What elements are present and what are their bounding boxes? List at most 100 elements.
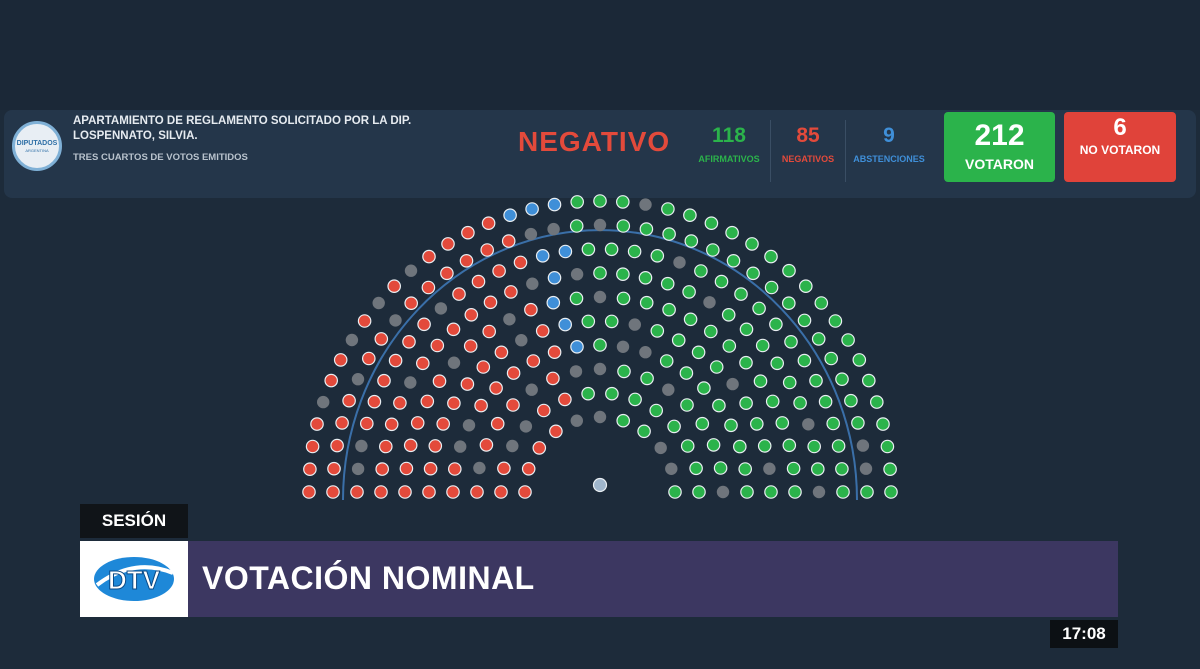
seat-absent [654, 441, 667, 455]
seat-absent [569, 365, 583, 378]
seat-affirmative [604, 242, 619, 257]
seat-affirmative [757, 439, 772, 453]
seat-negative [494, 345, 509, 360]
seat-negative [417, 317, 431, 332]
seat-affirmative [734, 287, 748, 301]
channel-logo: DTV [80, 541, 188, 617]
seat-affirmative [764, 485, 778, 499]
seat-absent [434, 302, 448, 315]
seat-abstention [547, 270, 562, 285]
seat-affirmative [739, 322, 754, 337]
seat-negative [421, 280, 436, 295]
seat-negative [423, 461, 438, 476]
chamber-logo: DIPUTADOS ARGENTINA [12, 121, 62, 171]
seat-negative [375, 462, 389, 476]
seat-absent [506, 439, 519, 453]
seat-negative [521, 461, 536, 476]
seat-negative [310, 417, 324, 431]
seat-negative [420, 394, 435, 409]
seat-negative [446, 322, 461, 337]
seat-negative [333, 353, 348, 367]
seat-affirmative [627, 244, 642, 259]
seat-abstention [525, 202, 539, 216]
seat-negative [388, 353, 403, 368]
seat-negative [481, 216, 496, 230]
seat-affirmative [697, 381, 711, 395]
seat-affirmative [740, 485, 754, 499]
seat-absent [503, 313, 516, 326]
seat-absent [351, 462, 365, 476]
seat-negative [518, 485, 532, 499]
seat-affirmative [811, 332, 826, 346]
seat-absent [593, 290, 607, 304]
seat-affirmative [694, 264, 708, 278]
seat-affirmative [692, 485, 706, 499]
seat-affirmative [884, 485, 898, 499]
seat-affirmative [753, 374, 768, 388]
seat-affirmative [616, 219, 631, 233]
vote-result: NEGATIVO [518, 126, 671, 157]
negative-label: NEGATIVOS [781, 154, 835, 164]
seat-affirmative [712, 398, 726, 413]
seat-affirmative [722, 339, 737, 353]
seat-negative [461, 225, 475, 240]
seat-negative [490, 416, 505, 431]
seat-absent [525, 383, 538, 396]
seat-negative [446, 485, 460, 499]
seat-affirmative [818, 394, 833, 409]
seat-negative [384, 417, 399, 432]
seat-negative [302, 485, 316, 499]
seat-absent [812, 485, 826, 499]
seat-affirmative [616, 267, 630, 281]
seat-absent [473, 461, 486, 475]
seat-affirmative [831, 439, 846, 453]
seat-affirmative [841, 333, 855, 347]
seat-affirmative [679, 366, 694, 380]
seat-absent [404, 264, 418, 277]
seat-negative [428, 439, 443, 453]
seat-affirmative [593, 266, 607, 280]
not-voted-badge: 6 NO VOTARON [1064, 112, 1176, 182]
seat-absent [351, 373, 365, 386]
seat-affirmative [660, 276, 675, 291]
seat-affirmative [639, 295, 654, 310]
seat-affirmative [793, 396, 807, 410]
seat-affirmative [797, 313, 812, 328]
seat-negative [330, 438, 344, 453]
abstention-value: 9 [883, 124, 895, 147]
logo-subtext: ARGENTINA [25, 147, 49, 153]
seat-affirmative [682, 285, 696, 299]
seat-affirmative [784, 334, 798, 349]
seat-absent [616, 340, 630, 353]
seat-absent [593, 410, 607, 424]
seat-affirmative [659, 354, 674, 368]
seat-negative [403, 438, 418, 453]
seat-affirmative [709, 360, 724, 374]
seat-negative [440, 266, 454, 281]
seat-negative [513, 255, 528, 270]
seat-negative [402, 334, 416, 349]
seat-absent [547, 222, 560, 236]
seat-abstention [558, 317, 572, 332]
seat-negative [422, 249, 436, 264]
seat-affirmative [764, 280, 779, 295]
seat-affirmative [828, 314, 843, 328]
seat-affirmative [704, 216, 719, 230]
seat-affirmative [691, 345, 706, 360]
seat-affirmative [649, 403, 663, 418]
seat-affirmative [883, 462, 897, 476]
seat-negative [432, 374, 447, 388]
seat-negative [526, 354, 541, 368]
seat-negative [504, 285, 518, 299]
seat-abstention [546, 295, 561, 310]
seat-negative [324, 373, 338, 388]
seat-affirmative [869, 395, 884, 409]
seat-affirmative [861, 373, 876, 388]
seat-negative [535, 324, 550, 338]
seat-negative [474, 398, 488, 413]
seat-negative [492, 264, 506, 278]
seat-affirmative [703, 324, 718, 339]
seat-affirmative [628, 392, 642, 407]
seat-affirmative [788, 485, 802, 499]
seat-affirmative [835, 372, 849, 386]
